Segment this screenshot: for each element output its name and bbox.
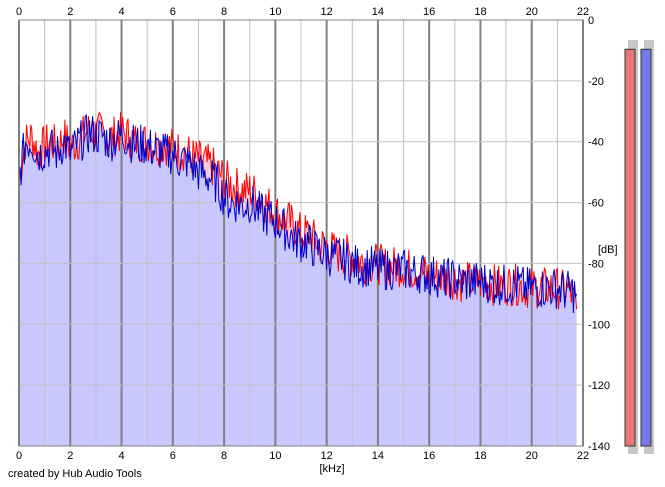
plot-border [18,19,584,447]
x-tick-label: 2 [67,450,73,462]
y-tick-label: -60 [588,198,604,210]
x-tick-label: 6 [170,450,176,462]
x-tick-label: 0 [16,6,22,18]
y-tick-label: -20 [588,76,604,88]
y-tick-label: -40 [588,137,604,149]
x-tick-label: 6 [170,6,176,18]
x-tick-label: 18 [474,6,486,18]
series-line-left [18,111,578,310]
x-tick-label: 14 [372,6,384,18]
x-tick-label: 14 [372,450,384,462]
y-tick-label: -120 [588,380,610,392]
y-tick-label: 0 [588,15,594,27]
meter-left [624,48,636,447]
y-tick-label: -100 [588,319,610,331]
x-tick-label: 10 [269,450,281,462]
x-tick-label: 20 [526,6,538,18]
credit-text: created by Hub Audio Tools [8,468,142,480]
x-tick-label: 16 [423,6,435,18]
x-tick-label: 8 [221,6,227,18]
meter-right [640,48,652,447]
x-axis-bottom: 0 2 4 6 8 10 12 14 16 18 20 22 [16,450,589,462]
x-tick-label: 4 [118,6,124,18]
x-tick-label: 20 [526,450,538,462]
level-meters [624,40,654,454]
x-tick-label: 12 [321,450,333,462]
x-tick-label: 16 [423,450,435,462]
series-fill-right [19,115,577,446]
x-axis-top: 0 2 4 6 8 10 12 14 16 18 20 22 [16,6,589,18]
x-tick-label: 2 [67,6,73,18]
x-tick-label: 4 [118,450,124,462]
y-axis-label: [dB] [598,244,618,256]
x-tick-label: 10 [269,6,281,18]
x-tick-label: 8 [221,450,227,462]
y-tick-label: -80 [588,258,604,270]
x-tick-label: 12 [321,6,333,18]
x-axis-label: [kHz] [319,463,344,475]
x-tick-label: 22 [577,450,589,462]
series-line-right [18,113,578,314]
x-tick-label: 18 [474,450,486,462]
plot-area [18,19,584,447]
y-tick-label: -140 [588,441,610,453]
x-tick-label: 0 [16,450,22,462]
x-tick-label: 22 [577,6,589,18]
y-axis: 0 -20 -40 -60 -80 -100 -120 -140 [588,15,610,453]
